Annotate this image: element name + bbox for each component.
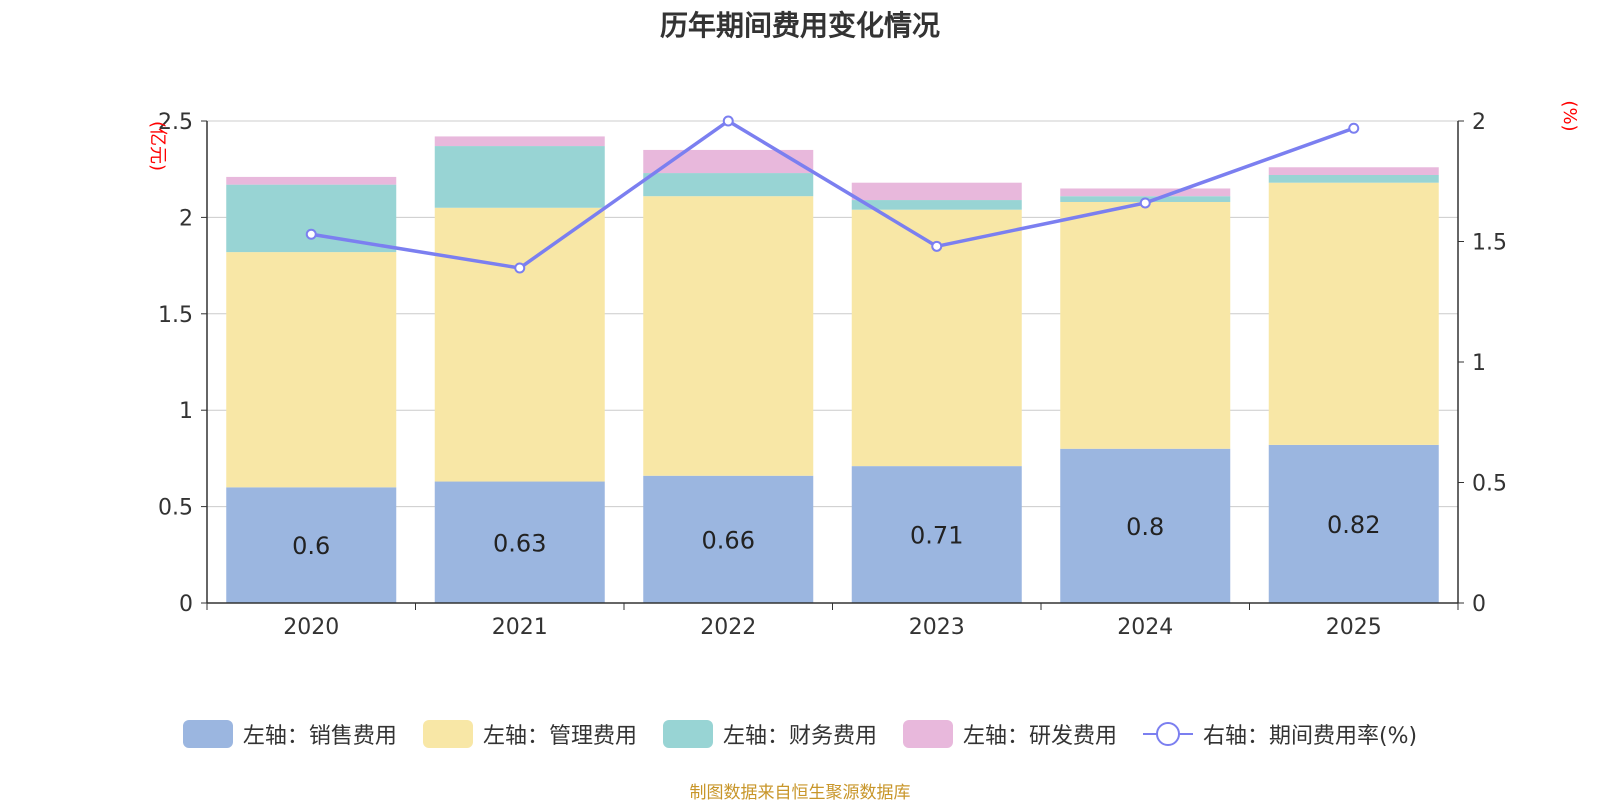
- data-source-footer: 制图数据来自恒生聚源数据库: [689, 783, 911, 803]
- bar-2024-series-3: [1060, 188, 1231, 197]
- x-tick-label-2025: 2025: [1326, 615, 1382, 640]
- bar-2020-series-1: [226, 252, 397, 488]
- bar-2023-series-2: [851, 200, 1022, 210]
- bar-label-2024: 0.8: [1126, 513, 1164, 541]
- legend-item-finance[interactable]: 左轴：财务费用: [662, 718, 877, 750]
- x-tick-label-2022: 2022: [700, 615, 756, 640]
- line-point-2020: [305, 228, 317, 240]
- line-point-2024: [1139, 197, 1151, 209]
- bar-2022-series-0: [643, 475, 814, 603]
- bar-2022-series-1: [643, 196, 814, 476]
- legend-swatch-admin: [422, 720, 473, 748]
- chart-title: 历年期间费用变化情况: [659, 9, 940, 42]
- legend-item-admin[interactable]: 左轴：管理费用: [422, 718, 637, 750]
- bar-2021-series-1: [434, 207, 605, 482]
- bar-2021-series-3: [434, 136, 605, 147]
- bar-2023-series-3: [851, 182, 1022, 201]
- legend-swatch-finance: [662, 720, 713, 748]
- line-point-2023: [931, 240, 943, 252]
- x-tick-label-2023: 2023: [909, 615, 965, 640]
- bar-2023-series-0: [851, 466, 1022, 603]
- chart-svg: 0 0.5 1 1.5 2 2.5 0 0.5 1 1.5 2 (亿元) (%) 0.6 2020 0.63 2…: [147, 100, 1580, 640]
- legend-label-sales: 左轴：销售费用: [242, 724, 397, 749]
- y-left-tick-label-0: 0: [179, 592, 193, 617]
- line-series-expense-rate: [310, 119, 1355, 270]
- y-left-tick-label-5: 2.5: [158, 110, 193, 135]
- y-right-tick-label-2: 1: [1472, 351, 1486, 376]
- y-left-axis-label: (亿元): [147, 121, 168, 171]
- y-left-tick-label-4: 2: [179, 206, 193, 231]
- bar-2025-series-1: [1268, 182, 1439, 445]
- legend-label-expense-rate: 右轴：期间费用率(%): [1202, 724, 1418, 749]
- y-left-tick-label-2: 1: [179, 399, 193, 424]
- bar-2021-series-0: [434, 481, 605, 603]
- bar-label-2020: 0.6: [292, 532, 330, 560]
- bar-2022-series-3: [643, 149, 814, 174]
- line-point-2022: [722, 115, 734, 127]
- bar-2025-series-0: [1268, 444, 1439, 603]
- bar-2020-series-2: [226, 184, 397, 253]
- bar-label-2025: 0.82: [1327, 511, 1380, 539]
- y-left-tick-label-1: 0.5: [158, 496, 193, 521]
- bar-2022-series-2: [643, 173, 814, 197]
- bar-2024-series-0: [1060, 448, 1231, 603]
- legend-label-finance: 左轴：财务费用: [722, 724, 877, 749]
- legend-item-sales[interactable]: 左轴：销售费用: [182, 718, 397, 750]
- x-tick-label-2021: 2021: [492, 615, 548, 640]
- x-tick-label-2024: 2024: [1117, 615, 1173, 640]
- bar-2024-series-1: [1060, 201, 1231, 449]
- bar-label-2023: 0.71: [910, 522, 963, 550]
- legend-swatch-rnd: [902, 720, 953, 748]
- y-right-tick-label-4: 2: [1472, 110, 1486, 135]
- y-right-tick-label-3: 1.5: [1472, 231, 1507, 256]
- bar-label-2021: 0.63: [493, 529, 546, 557]
- legend-item-expense-rate[interactable]: 右轴：期间费用率(%): [1142, 718, 1418, 750]
- bar-2023-series-1: [851, 209, 1022, 467]
- bar-label-2022: 0.66: [702, 526, 755, 554]
- legend-label-rnd: 左轴：研发费用: [962, 724, 1117, 749]
- legend-label-admin: 左轴：管理费用: [482, 724, 637, 749]
- bar-2021-series-2: [434, 146, 605, 208]
- bar-2020-series-0: [226, 487, 397, 603]
- bar-2025-series-2: [1268, 174, 1439, 183]
- bar-2025-series-3: [1268, 167, 1439, 175]
- y-right-tick-label-1: 0.5: [1472, 472, 1507, 497]
- line-point-2025: [1348, 122, 1360, 134]
- y-left-tick-label-3: 1.5: [158, 303, 193, 328]
- legend-swatch-sales: [182, 720, 233, 748]
- legend-swatch-expense-rate: [1142, 720, 1193, 748]
- legend-item-rnd[interactable]: 左轴：研发费用: [902, 718, 1117, 750]
- y-right-axis-label: (%): [1559, 100, 1580, 131]
- legend: 左轴：销售费用 左轴：管理费用 左轴：财务费用 左轴：研发费用 右轴：期间费用率…: [0, 718, 1600, 750]
- x-tick-label-2020: 2020: [283, 615, 339, 640]
- line-point-2021: [514, 262, 526, 274]
- y-right-tick-label-0: 0: [1472, 592, 1486, 617]
- bar-2020-series-3: [226, 176, 397, 185]
